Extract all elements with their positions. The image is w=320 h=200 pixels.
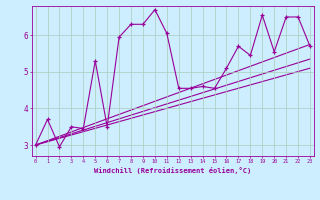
X-axis label: Windchill (Refroidissement éolien,°C): Windchill (Refroidissement éolien,°C) [94, 167, 252, 174]
